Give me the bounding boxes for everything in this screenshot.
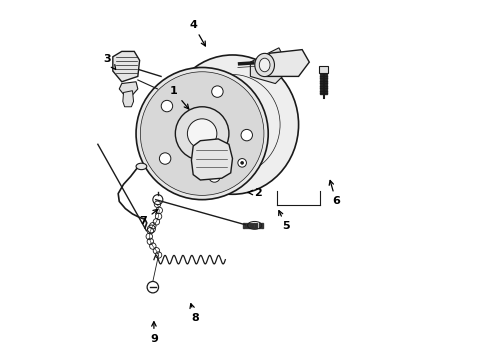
Text: 4: 4 (189, 19, 205, 46)
Circle shape (241, 161, 244, 164)
Circle shape (136, 67, 268, 200)
Circle shape (211, 103, 254, 146)
Circle shape (212, 86, 223, 97)
Text: 9: 9 (150, 322, 158, 344)
Polygon shape (263, 50, 309, 76)
Polygon shape (192, 139, 232, 180)
Ellipse shape (255, 53, 274, 77)
Circle shape (187, 119, 217, 148)
Circle shape (140, 72, 264, 195)
Text: 1: 1 (170, 86, 189, 109)
Text: 7: 7 (139, 210, 158, 226)
Text: 6: 6 (329, 180, 340, 206)
Ellipse shape (136, 163, 147, 170)
Circle shape (241, 129, 252, 141)
Polygon shape (250, 48, 290, 84)
Polygon shape (119, 82, 138, 95)
Text: 8: 8 (190, 304, 199, 323)
Polygon shape (123, 91, 134, 107)
Ellipse shape (167, 55, 298, 194)
Text: 2: 2 (248, 188, 261, 198)
Text: 5: 5 (279, 211, 290, 231)
Polygon shape (113, 51, 140, 82)
Polygon shape (319, 66, 328, 73)
Ellipse shape (259, 58, 270, 72)
Text: 3: 3 (104, 54, 116, 69)
Circle shape (161, 100, 172, 112)
Circle shape (159, 153, 171, 164)
Circle shape (209, 171, 220, 182)
Circle shape (238, 158, 246, 167)
Circle shape (175, 107, 229, 160)
